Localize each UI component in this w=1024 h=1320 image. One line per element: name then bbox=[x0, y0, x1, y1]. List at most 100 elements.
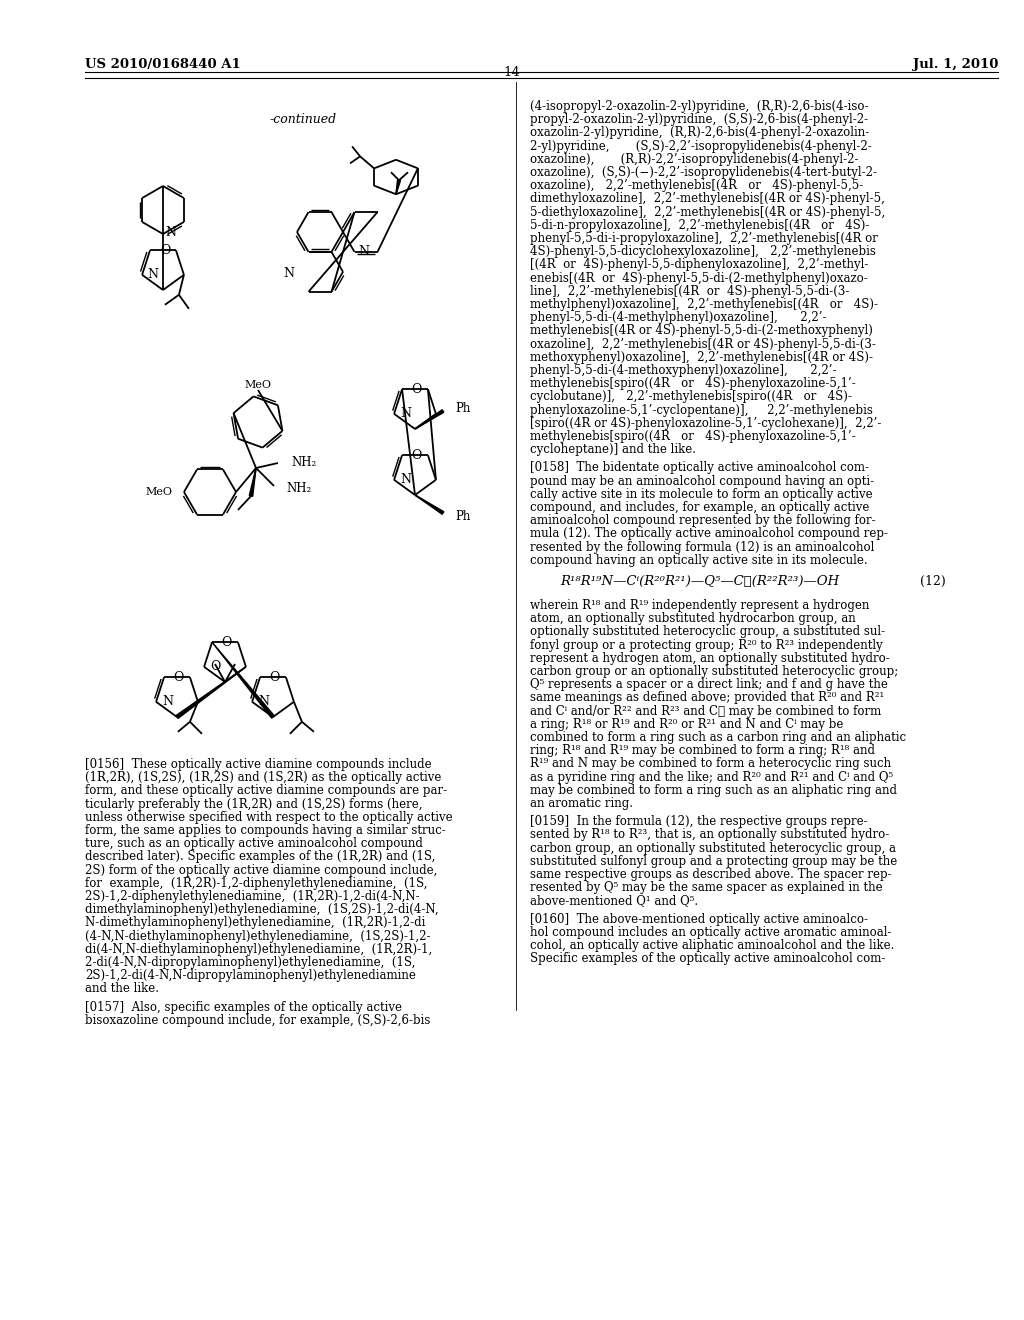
Text: NH₂: NH₂ bbox=[291, 457, 316, 470]
Text: pound may be an aminoalcohol compound having an opti-: pound may be an aminoalcohol compound ha… bbox=[530, 475, 874, 487]
Text: [spiro((4R or 4S)-phenyloxazoline-5,1’-cyclohexane)],  2,2’-: [spiro((4R or 4S)-phenyloxazoline-5,1’-c… bbox=[530, 417, 882, 430]
Text: resented by the following formula (12) is an aminoalcohol: resented by the following formula (12) i… bbox=[530, 541, 874, 553]
Text: Specific examples of the optically active aminoalcohol com-: Specific examples of the optically activ… bbox=[530, 952, 886, 965]
Text: mula (12). The optically active aminoalcohol compound rep-: mula (12). The optically active aminoalc… bbox=[530, 528, 888, 540]
Text: O: O bbox=[161, 244, 171, 256]
Text: [0160]  The above-mentioned optically active aminoalco-: [0160] The above-mentioned optically act… bbox=[530, 912, 868, 925]
Text: cyclobutane)],   2,2’-methylenebis[spiro((4R   or   4S)-: cyclobutane)], 2,2’-methylenebis[spiro((… bbox=[530, 391, 852, 404]
Text: O: O bbox=[269, 671, 280, 684]
Text: compound having an optically active site in its molecule.: compound having an optically active site… bbox=[530, 554, 867, 566]
Text: di(4-N,N-diethylaminophenyl)ethylenediamine,  (1R,2R)-1,: di(4-N,N-diethylaminophenyl)ethylenediam… bbox=[85, 942, 432, 956]
Text: O: O bbox=[412, 449, 422, 462]
Text: phenyloxazoline-5,1’-cyclopentane)],     2,2’-methylenebis: phenyloxazoline-5,1’-cyclopentane)], 2,2… bbox=[530, 404, 872, 417]
Text: unless otherwise specified with respect to the optically active: unless otherwise specified with respect … bbox=[85, 810, 453, 824]
Text: N: N bbox=[400, 474, 411, 486]
Text: cohol, an optically active aliphatic aminoalcohol and the like.: cohol, an optically active aliphatic ami… bbox=[530, 939, 894, 952]
Text: MeO: MeO bbox=[145, 487, 172, 498]
Text: Ph: Ph bbox=[455, 511, 470, 524]
Text: O: O bbox=[412, 383, 422, 396]
Text: [0158]  The bidentate optically active aminoalcohol com-: [0158] The bidentate optically active am… bbox=[530, 462, 869, 474]
Text: MeO: MeO bbox=[245, 380, 271, 389]
Text: methylphenyl)oxazoline],  2,2’-methylenebis[(4R   or   4S)-: methylphenyl)oxazoline], 2,2’-methyleneb… bbox=[530, 298, 878, 312]
Text: sented by R¹⁸ to R²³, that is, an optionally substituted hydro-: sented by R¹⁸ to R²³, that is, an option… bbox=[530, 829, 889, 841]
Text: form, the same applies to compounds having a similar struc-: form, the same applies to compounds havi… bbox=[85, 824, 445, 837]
Text: and Cⁱ and/or R²² and R²³ and C⁲ may be combined to form: and Cⁱ and/or R²² and R²³ and C⁲ may be … bbox=[530, 705, 882, 718]
Text: combined to form a ring such as a carbon ring and an aliphatic: combined to form a ring such as a carbon… bbox=[530, 731, 906, 744]
Text: O: O bbox=[210, 660, 220, 673]
Text: cycloheptane)] and the like.: cycloheptane)] and the like. bbox=[530, 444, 696, 457]
Text: ture, such as an optically active aminoalcohol compound: ture, such as an optically active aminoa… bbox=[85, 837, 423, 850]
Text: N: N bbox=[165, 227, 176, 239]
Polygon shape bbox=[212, 643, 274, 718]
Text: dimethylaminophenyl)ethylenediamine,  (1S,2S)-1,2-di(4-N,: dimethylaminophenyl)ethylenediamine, (1S… bbox=[85, 903, 438, 916]
Text: R¹⁹ and N may be combined to form a heterocyclic ring such: R¹⁹ and N may be combined to form a hete… bbox=[530, 758, 891, 771]
Text: [0156]  These optically active diamine compounds include: [0156] These optically active diamine co… bbox=[85, 758, 432, 771]
Text: propyl-2-oxazolin-2-yl)pyridine,  (S,S)-2,6-bis(4-phenyl-2-: propyl-2-oxazolin-2-yl)pyridine, (S,S)-2… bbox=[530, 114, 868, 127]
Text: and the like.: and the like. bbox=[85, 982, 159, 995]
Text: line],  2,2’-methylenebis[(4R  or  4S)-phenyl-5,5-di-(3-: line], 2,2’-methylenebis[(4R or 4S)-phen… bbox=[530, 285, 849, 298]
Text: (4-N,N-diethylaminophenyl)ethylenediamine,  (1S,2S)-1,2-: (4-N,N-diethylaminophenyl)ethylenediamin… bbox=[85, 929, 430, 942]
Text: Q⁵ represents a spacer or a direct link; and f and g have the: Q⁵ represents a spacer or a direct link;… bbox=[530, 678, 888, 692]
Text: N: N bbox=[400, 408, 411, 420]
Text: form, and these optically active diamine compounds are par-: form, and these optically active diamine… bbox=[85, 784, 447, 797]
Text: phenyl-5,5-di-(4-methylphenyl)oxazoline],      2,2’-: phenyl-5,5-di-(4-methylphenyl)oxazoline]… bbox=[530, 312, 826, 325]
Text: 5-di-n-propyloxazoline],  2,2’-methylenebis[(4R   or   4S)-: 5-di-n-propyloxazoline], 2,2’-methyleneb… bbox=[530, 219, 869, 232]
Text: atom, an optionally substituted hydrocarbon group, an: atom, an optionally substituted hydrocar… bbox=[530, 612, 856, 626]
Text: above-mentioned Q¹ and Q⁵.: above-mentioned Q¹ and Q⁵. bbox=[530, 895, 698, 907]
Text: substituted sulfonyl group and a protecting group may be the: substituted sulfonyl group and a protect… bbox=[530, 855, 897, 867]
Text: O: O bbox=[221, 636, 231, 648]
Text: O: O bbox=[173, 671, 184, 684]
Text: carbon group or an optionally substituted heterocyclic group;: carbon group or an optionally substitute… bbox=[530, 665, 898, 678]
Text: compound, and includes, for example, an optically active: compound, and includes, for example, an … bbox=[530, 502, 869, 513]
Text: aminoalcohol compound represented by the following for-: aminoalcohol compound represented by the… bbox=[530, 515, 876, 527]
Text: same meanings as defined above; provided that R²⁰ and R²¹: same meanings as defined above; provided… bbox=[530, 692, 885, 705]
Polygon shape bbox=[396, 180, 400, 194]
Text: N: N bbox=[162, 696, 173, 709]
Text: 14: 14 bbox=[504, 66, 520, 79]
Text: 2-di(4-N,N-dipropylaminophenyl)ethylenediamine,  (1S,: 2-di(4-N,N-dipropylaminophenyl)ethylened… bbox=[85, 956, 416, 969]
Text: 5-diethyloxazoline],  2,2’-methylenebis[(4R or 4S)-phenyl-5,: 5-diethyloxazoline], 2,2’-methylenebis[(… bbox=[530, 206, 886, 219]
Text: oxazoline),       (R,R)-2,2’-isopropylidenebis(4-phenyl-2-: oxazoline), (R,R)-2,2’-isopropylidenebis… bbox=[530, 153, 858, 166]
Text: phenyl-5,5-di-(4-methoxyphenyl)oxazoline],      2,2’-: phenyl-5,5-di-(4-methoxyphenyl)oxazoline… bbox=[530, 364, 837, 378]
Text: oxazoline],  2,2’-methylenebis[(4R or 4S)-phenyl-5,5-di-(3-: oxazoline], 2,2’-methylenebis[(4R or 4S)… bbox=[530, 338, 876, 351]
Text: (1R,2R), (1S,2S), (1R,2S) and (1S,2R) as the optically active: (1R,2R), (1S,2S), (1R,2S) and (1S,2R) as… bbox=[85, 771, 441, 784]
Text: fonyl group or a protecting group; R²⁰ to R²³ independently: fonyl group or a protecting group; R²⁰ t… bbox=[530, 639, 883, 652]
Text: hol compound includes an optically active aromatic aminoal-: hol compound includes an optically activ… bbox=[530, 925, 892, 939]
Polygon shape bbox=[415, 409, 443, 429]
Text: 2S)-1,2-di(4-N,N-dipropylaminophenyl)ethylenediamine: 2S)-1,2-di(4-N,N-dipropylaminophenyl)eth… bbox=[85, 969, 416, 982]
Text: NH₂: NH₂ bbox=[286, 482, 311, 495]
Text: may be combined to form a ring such as an aliphatic ring and: may be combined to form a ring such as a… bbox=[530, 784, 897, 797]
Text: 2S) form of the optically active diamine compound include,: 2S) form of the optically active diamine… bbox=[85, 863, 437, 876]
Text: bisoxazoline compound include, for example, (S,S)-2,6-bis: bisoxazoline compound include, for examp… bbox=[85, 1014, 430, 1027]
Polygon shape bbox=[415, 495, 443, 515]
Text: methylenebis[spiro((4R   or   4S)-phenyloxazoline-5,1’-: methylenebis[spiro((4R or 4S)-phenyloxaz… bbox=[530, 430, 856, 444]
Text: -continued: -continued bbox=[270, 114, 337, 125]
Text: an aromatic ring.: an aromatic ring. bbox=[530, 797, 633, 810]
Text: enebis[(4R  or  4S)-phenyl-5,5-di-(2-methylphenyl)oxazo-: enebis[(4R or 4S)-phenyl-5,5-di-(2-methy… bbox=[530, 272, 867, 285]
Text: N: N bbox=[258, 696, 269, 709]
Text: phenyl-5,5-di-i-propyloxazoline],  2,2’-methylenebis[(4R or: phenyl-5,5-di-i-propyloxazoline], 2,2’-m… bbox=[530, 232, 878, 246]
Text: 2-yl)pyridine,       (S,S)-2,2’-isopropylidenebis(4-phenyl-2-: 2-yl)pyridine, (S,S)-2,2’-isopropylidene… bbox=[530, 140, 871, 153]
Text: oxazoline),   2,2’-methylenebis[(4R   or   4S)-phenyl-5,5-: oxazoline), 2,2’-methylenebis[(4R or 4S)… bbox=[530, 180, 863, 193]
Text: R¹⁸R¹⁹N—Cⁱ(R²⁰R²¹)—Q⁵—C⁲(R²²R²³)—OH: R¹⁸R¹⁹N—Cⁱ(R²⁰R²¹)—Q⁵—C⁲(R²²R²³)—OH bbox=[560, 576, 839, 587]
Text: US 2010/0168440 A1: US 2010/0168440 A1 bbox=[85, 58, 241, 71]
Text: methylenebis[spiro((4R   or   4S)-phenyloxazoline-5,1’-: methylenebis[spiro((4R or 4S)-phenyloxaz… bbox=[530, 378, 856, 391]
Text: [(4R  or  4S)-phenyl-5,5-diphenyloxazoline],  2,2’-methyl-: [(4R or 4S)-phenyl-5,5-diphenyloxazoline… bbox=[530, 259, 868, 272]
Text: as a pyridine ring and the like; and R²⁰ and R²¹ and Cⁱ and Q⁵: as a pyridine ring and the like; and R²⁰… bbox=[530, 771, 893, 784]
Text: described later). Specific examples of the (1R,2R) and (1S,: described later). Specific examples of t… bbox=[85, 850, 435, 863]
Text: [0159]  In the formula (12), the respective groups repre-: [0159] In the formula (12), the respecti… bbox=[530, 816, 867, 828]
Text: 2S)-1,2-diphenylethylenediamine,  (1R,2R)-1,2-di(4-N,N-: 2S)-1,2-diphenylethylenediamine, (1R,2R)… bbox=[85, 890, 420, 903]
Text: oxazoline),  (S,S)-(−)-2,2’-isopropylidenebis(4-tert-butyl-2-: oxazoline), (S,S)-(−)-2,2’-isopropyliden… bbox=[530, 166, 877, 180]
Text: for  example,  (1R,2R)-1,2-diphenylethylenediamine,  (1S,: for example, (1R,2R)-1,2-diphenylethylen… bbox=[85, 876, 427, 890]
Polygon shape bbox=[249, 469, 256, 496]
Text: N: N bbox=[283, 268, 294, 280]
Text: 4S)-phenyl-5,5-dicyclohexyloxazoline],   2,2’-methylenebis: 4S)-phenyl-5,5-dicyclohexyloxazoline], 2… bbox=[530, 246, 876, 259]
Polygon shape bbox=[176, 667, 246, 718]
Text: ring; R¹⁸ and R¹⁹ may be combined to form a ring; R¹⁸ and: ring; R¹⁸ and R¹⁹ may be combined to for… bbox=[530, 744, 874, 758]
Text: methylenebis[(4R or 4S)-phenyl-5,5-di-(2-methoxyphenyl): methylenebis[(4R or 4S)-phenyl-5,5-di-(2… bbox=[530, 325, 872, 338]
Text: a ring; R¹⁸ or R¹⁹ and R²⁰ or R²¹ and N and Cⁱ may be: a ring; R¹⁸ or R¹⁹ and R²⁰ or R²¹ and N … bbox=[530, 718, 844, 731]
Text: resented by Q⁵ may be the same spacer as explained in the: resented by Q⁵ may be the same spacer as… bbox=[530, 882, 883, 894]
Text: optionally substituted heterocyclic group, a substituted sul-: optionally substituted heterocyclic grou… bbox=[530, 626, 885, 639]
Text: wherein R¹⁸ and R¹⁹ independently represent a hydrogen: wherein R¹⁸ and R¹⁹ independently repres… bbox=[530, 599, 869, 612]
Text: oxazolin-2-yl)pyridine,  (R,R)-2,6-bis(4-phenyl-2-oxazolin-: oxazolin-2-yl)pyridine, (R,R)-2,6-bis(4-… bbox=[530, 127, 869, 140]
